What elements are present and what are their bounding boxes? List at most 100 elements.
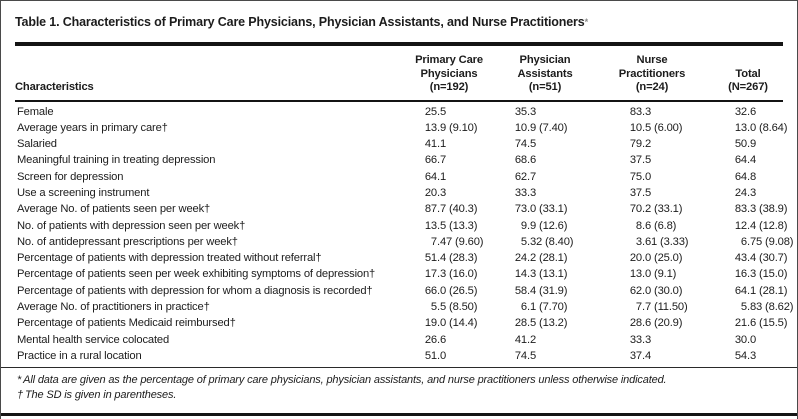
table-title-footnote-marker: * <box>584 17 589 27</box>
cell-value: 13.0 (9.1) <box>629 268 677 281</box>
footnote-rule <box>1 367 797 369</box>
table-row: Average No. of patients seen per week† 87… <box>15 201 788 217</box>
title-rule <box>15 42 783 46</box>
row-label: Use a screening instrument <box>17 186 150 199</box>
table-title: Table 1. Characteristics of Primary Care… <box>15 14 783 30</box>
cell-value: 51.4 (28.3) <box>424 252 478 265</box>
row-label: Mental health service colocated <box>17 333 170 346</box>
table-row: Screen for depression 64.1 62.7 75.0 64.8 <box>15 169 783 185</box>
cell-value: 50.9 <box>734 138 757 151</box>
cell-value: 6.75 (9.08) <box>740 235 794 248</box>
column-header-characteristics: Characteristics <box>15 81 94 93</box>
row-label: Average No. of practitioners in practice… <box>17 301 210 314</box>
cell-value: 35.3 <box>514 105 537 118</box>
cell-value: 13.5 (13.3) <box>424 219 478 232</box>
cell-value: 68.6 <box>514 154 537 167</box>
table-row: No. of antidepressant prescriptions per … <box>15 234 794 250</box>
cell-value: 3.61 (3.33) <box>635 235 689 248</box>
cell-value: 28.5 (13.2) <box>514 317 568 330</box>
cell-value: 13.9 (9.10) <box>424 121 478 134</box>
row-label: No. of patients with depression seen per… <box>17 219 246 232</box>
cell-value: 64.1 <box>424 170 447 183</box>
cell-value: 6.1 (7.70) <box>520 301 568 314</box>
cell-value: 5.32 (8.40) <box>520 235 574 248</box>
cell-value: 33.3 <box>629 333 652 346</box>
cell-value: 66.0 (26.5) <box>424 284 478 297</box>
cell-value: 17.3 (16.0) <box>424 268 478 281</box>
cell-value: 10.9 (7.40) <box>514 121 568 134</box>
cell-value: 7.47 (9.60) <box>430 235 484 248</box>
cell-value: 64.4 <box>734 154 757 167</box>
row-label: Salaried <box>17 138 57 151</box>
cell-value: 32.6 <box>734 105 757 118</box>
table-row: Percentage of patients seen per week exh… <box>15 266 787 282</box>
table-row: Use a screening instrument 20.3 33.3 37.5 24… <box>15 185 783 201</box>
table-row: Salaried 41.1 74.5 79.2 50.9 <box>15 136 783 152</box>
cell-value: 41.1 <box>424 138 447 151</box>
row-label: Percentage of patients with depression f… <box>17 284 373 297</box>
row-label: No. of antidepressant prescriptions per … <box>17 235 238 248</box>
cell-value: 24.2 (28.1) <box>514 252 568 265</box>
row-label: Average years in primary care† <box>17 121 168 134</box>
row-label: Percentage of patients with depression t… <box>17 252 322 265</box>
footnote-dagger-text: The SD is given in parentheses. <box>24 388 177 401</box>
row-label: Average No. of patients seen per week† <box>17 203 211 216</box>
table-row: Percentage of patients Medicaid reimburs… <box>15 315 788 331</box>
cell-value: 83.3 (38.9) <box>734 203 788 216</box>
cell-value: 74.5 <box>514 138 537 151</box>
footnote-asterisk: * All data are given as the percentage of… <box>17 373 783 388</box>
footnote-asterisk-text: All data are given as the percentage of … <box>23 374 667 387</box>
cell-value: 75.0 <box>629 170 652 183</box>
cell-value: 5.83 (8.62) <box>740 301 794 314</box>
cell-value: 13.0 (8.64) <box>734 121 788 134</box>
bottom-rule <box>1 413 797 416</box>
cell-value: 70.2 (33.1) <box>629 203 683 216</box>
column-header-physician-assistants: Physician Assistants (n=51) <box>517 54 573 93</box>
cell-value: 33.3 <box>514 186 537 199</box>
cell-value: 37.5 <box>629 186 652 199</box>
table-row: Mental health service colocated 26.6 41.2 3… <box>15 332 783 348</box>
cell-value: 79.2 <box>629 138 652 151</box>
cell-value: 83.3 <box>629 105 652 118</box>
table-header-row: Characteristics Primary Care Physicians … <box>15 46 783 100</box>
footnotes: * All data are given as the percentage of… <box>15 368 783 402</box>
row-label: Female <box>17 105 54 118</box>
cell-value: 73.0 (33.1) <box>514 203 568 216</box>
cell-value: 8.6 (6.8) <box>635 219 677 232</box>
cell-value: 58.4 (31.9) <box>514 284 568 297</box>
cell-value: 87.7 (40.3) <box>424 203 478 216</box>
cell-value: 20.3 <box>424 186 447 199</box>
footnote-asterisk-marker: * <box>17 374 22 387</box>
cell-value: 26.6 <box>424 333 447 346</box>
header-rule <box>15 99 783 102</box>
table-row: Average years in primary care† 13.9 (9.10… <box>15 120 788 136</box>
cell-value: 43.4 (30.7) <box>734 252 788 265</box>
cell-value: 10.5 (6.00) <box>629 121 683 134</box>
table-row: Female 25.5 35.3 83.3 32.6 <box>15 104 783 120</box>
cell-value: 25.5 <box>424 105 447 118</box>
table-body: Female 25.5 35.3 83.3 32.6 Average years in p… <box>15 104 794 365</box>
footnote-dagger-marker: † <box>17 388 23 401</box>
cell-value: 74.5 <box>514 349 537 362</box>
cell-value: 64.1 (28.1) <box>734 284 788 297</box>
cell-value: 62.7 <box>514 170 537 183</box>
cell-value: 7.7 (11.50) <box>635 301 688 314</box>
table-row: Percentage of patients with depression t… <box>15 250 788 266</box>
cell-value: 37.5 <box>629 154 652 167</box>
row-label: Meaningful training in treating depressi… <box>17 154 216 167</box>
cell-value: 64.8 <box>734 170 757 183</box>
table-row: No. of patients with depression seen per… <box>15 218 787 234</box>
row-label: Screen for depression <box>17 170 124 183</box>
cell-value: 62.0 (30.0) <box>629 284 683 297</box>
cell-value: 51.0 <box>424 349 447 362</box>
cell-value: 37.4 <box>629 349 652 362</box>
table-row: Average No. of practitioners in practice… <box>15 299 794 315</box>
cell-value: 20.0 (25.0) <box>629 252 683 265</box>
column-header-nurse-practitioners: Nurse Practitioners (n=24) <box>618 54 686 93</box>
cell-value: 19.0 (14.4) <box>424 317 478 330</box>
cell-value: 21.6 (15.5) <box>734 317 788 330</box>
cell-value: 28.6 (20.9) <box>629 317 683 330</box>
cell-value: 66.7 <box>424 154 447 167</box>
cell-value: 54.3 <box>734 349 757 362</box>
